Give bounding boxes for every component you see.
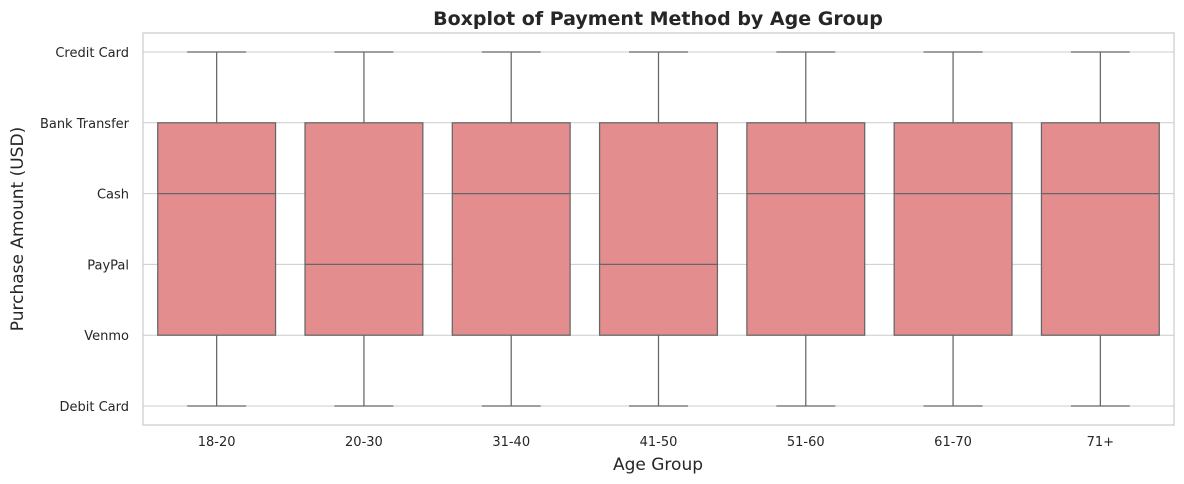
- x-tick-label: 41-50: [640, 435, 678, 450]
- box-51-60: [746, 51, 866, 407]
- box-iqr: [893, 122, 1013, 336]
- box-iqr: [451, 122, 571, 336]
- y-axis-label: Purchase Amount (USD): [8, 127, 28, 331]
- x-tick-label: 71+: [1087, 435, 1114, 450]
- box-41-50: [598, 51, 719, 407]
- box-71+: [1040, 51, 1160, 407]
- box-iqr: [1040, 122, 1160, 336]
- box-iqr: [157, 122, 277, 336]
- y-tick-label: PayPal: [87, 258, 129, 273]
- box-31-40: [451, 51, 571, 407]
- box-iqr: [304, 122, 424, 336]
- tick-label-layer: Credit Card Bank Transfer Cash PayPal Venmo D…: [40, 46, 1114, 450]
- y-tick-label: Bank Transfer: [40, 117, 130, 132]
- box-iqr: [598, 122, 719, 336]
- box-iqr: [746, 122, 866, 336]
- box-61-70: [893, 51, 1013, 407]
- x-tick-label: 20-30: [345, 435, 383, 450]
- y-tick-label: Cash: [97, 188, 129, 203]
- y-tick-label: Venmo: [84, 329, 129, 344]
- chart-title: Boxplot of Payment Method by Age Group: [433, 8, 883, 30]
- x-tick-label: 18-20: [198, 435, 236, 450]
- box-20-30: [304, 51, 424, 407]
- plot-frame: [142, 32, 1175, 426]
- box-18-20: [157, 51, 277, 407]
- x-tick-label: 61-70: [934, 435, 972, 450]
- box-layer: [157, 51, 1160, 407]
- y-tick-label: Debit Card: [59, 400, 129, 415]
- x-tick-label: 51-60: [787, 435, 825, 450]
- x-tick-label: 31-40: [492, 435, 530, 450]
- x-axis-label: Age Group: [613, 455, 703, 475]
- y-tick-label: Credit Card: [55, 46, 129, 61]
